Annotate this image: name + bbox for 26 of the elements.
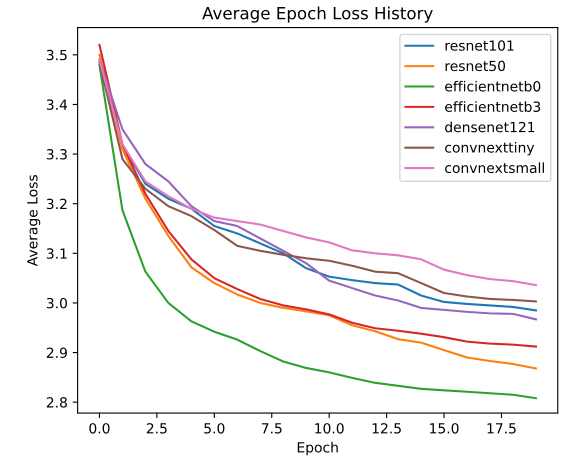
x-tick-label: 15.0 — [430, 423, 459, 434]
y-tick-label: 3.5 — [46, 50, 67, 60]
x-tick-label: 0.0 — [89, 423, 110, 434]
x-tick-label: 5.0 — [204, 423, 224, 434]
legend-label: convnexttiny — [445, 142, 534, 156]
legend-label: convnextsmall — [445, 162, 544, 174]
legend-label: resnet101 — [446, 40, 514, 51]
x-tick-label: 7.5 — [262, 423, 282, 434]
x-tick-label: 2.5 — [146, 423, 167, 434]
x-tick-label: 12.5 — [372, 423, 401, 434]
y-tick-label: 3.0 — [46, 298, 67, 308]
y-tick-label: 3.4 — [46, 99, 68, 110]
y-tick-label: 3.1 — [46, 248, 67, 259]
x-tick-label: 10.0 — [315, 423, 344, 434]
y-tick-label: 2.9 — [46, 348, 67, 358]
legend-label: densenet121 — [445, 122, 534, 132]
y-tick-label: 2.8 — [46, 397, 67, 408]
y-tick-label: 3.2 — [46, 198, 67, 210]
legend-label: efficientnetb3 — [445, 101, 540, 112]
x-axis-title: Epoch — [298, 442, 338, 456]
legend-label: efficientnetb0 — [445, 80, 540, 92]
y-tick-label: 3.3 — [46, 149, 67, 160]
x-tick-label: 17.5 — [488, 423, 516, 434]
chart-title: Average Epoch Loss History — [202, 6, 433, 23]
legend-label: resnet50 — [446, 60, 506, 72]
y-axis-title: Average Loss — [27, 175, 40, 266]
